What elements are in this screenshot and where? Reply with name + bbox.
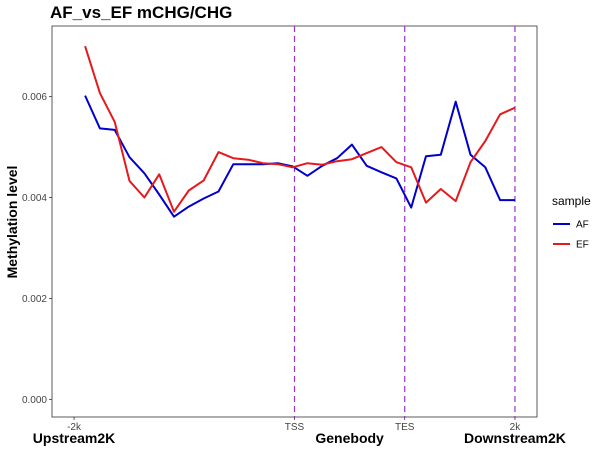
x-tick-label: -2k xyxy=(67,422,82,433)
plot-area: 0.000 0.002 0.004 0.006 -2k TSS TES 2k Upstream2… xyxy=(22,25,566,446)
region-label: Genebody xyxy=(315,430,384,446)
y-tick-label: 0.002 xyxy=(22,294,47,305)
y-tick-label: 0.004 xyxy=(22,193,47,204)
legend: sample AF EF xyxy=(552,194,591,251)
y-tick-label: 0.000 xyxy=(22,395,47,406)
chart-title: AF_vs_EF mCHG/CHG xyxy=(50,3,232,22)
region-label: Downstream2K xyxy=(464,430,566,446)
region-label: Upstream2K xyxy=(33,430,115,446)
y-tick-label: 0.006 xyxy=(22,92,47,103)
y-axis-label: Methylation level xyxy=(4,166,20,279)
series-line-ef xyxy=(84,45,516,213)
legend-label-ef: EF xyxy=(576,240,589,251)
series-line-af xyxy=(84,95,515,218)
legend-label-af: AF xyxy=(576,220,589,231)
x-tick-label: TES xyxy=(395,422,415,433)
x-tick-label: TSS xyxy=(285,422,305,433)
legend-title: sample xyxy=(552,194,591,208)
x-tick-label: 2k xyxy=(510,422,522,433)
